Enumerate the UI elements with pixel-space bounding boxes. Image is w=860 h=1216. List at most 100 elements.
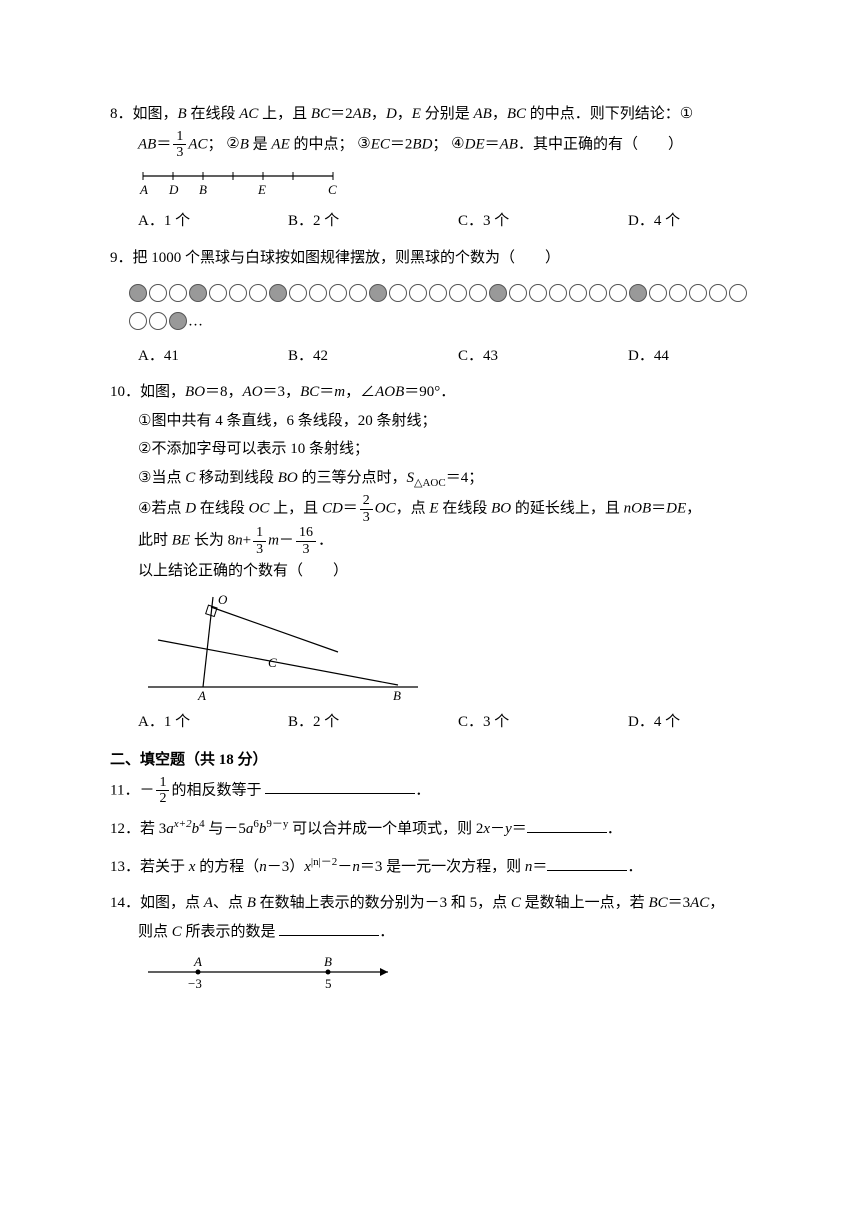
white-ball-icon [249, 284, 267, 302]
q10-opt-a: A．1 个 [138, 708, 288, 737]
q9-diagram: … [128, 278, 750, 335]
q8-opt-c: C．3 个 [458, 207, 628, 236]
white-ball-icon [389, 284, 407, 302]
fraction: 12 [156, 775, 169, 807]
q8-opt-a: A．1 个 [138, 207, 288, 236]
white-ball-icon [589, 284, 607, 302]
q10-s3: ③当点 C 移动到线段 BO 的三等分点时，S△AOC＝4； [138, 464, 750, 494]
black-ball-icon [169, 312, 187, 330]
white-ball-icon [329, 284, 347, 302]
q10-s5: 此时 BE 长为 8n+13m－163． [138, 525, 750, 557]
q10-s2: ②不添加字母可以表示 10 条射线； [138, 435, 750, 464]
svg-text:C: C [268, 655, 277, 670]
q9-opt-c: C．43 [458, 342, 628, 371]
q10-options: A．1 个 B．2 个 C．3 个 D．4 个 [138, 708, 750, 737]
q11-number: 11． [110, 782, 139, 798]
ellipsis: … [188, 313, 203, 329]
black-ball-icon [489, 284, 507, 302]
section-2-title: 二、填空题（共 18 分） [110, 746, 750, 775]
blank [527, 817, 607, 833]
white-ball-icon [549, 284, 567, 302]
white-ball-icon [469, 284, 487, 302]
white-ball-icon [229, 284, 247, 302]
svg-text:B: B [324, 954, 332, 969]
q14-line2: 则点 C 所表示的数是 ． [138, 918, 750, 947]
svg-text:A: A [197, 688, 206, 702]
q8-diagram: A D B E C [138, 166, 750, 201]
svg-text:C: C [328, 182, 337, 197]
q13-number: 13． [110, 859, 140, 875]
black-ball-icon [629, 284, 647, 302]
q10-s1: ①图中共有 4 条直线，6 条线段，20 条射线； [138, 407, 750, 436]
fraction: 13 [253, 525, 266, 557]
white-ball-icon [669, 284, 687, 302]
q14-number: 14． [110, 895, 140, 911]
q10-opt-b: B．2 个 [288, 708, 458, 737]
q9-number: 9． [110, 250, 133, 266]
q14-diagram: A B −3 5 [138, 952, 750, 1002]
white-ball-icon [129, 312, 147, 330]
fraction: 163 [296, 525, 316, 557]
question-9: 9．把 1000 个黑球与白球按如图规律摆放，则黑球的个数为（ ） … A．41… [110, 244, 750, 370]
white-ball-icon [609, 284, 627, 302]
white-ball-icon [289, 284, 307, 302]
question-12: 12．若 3ax+2b4 与－5a6b9－y 可以合并成一个单项式，则 2x－y… [110, 814, 750, 844]
white-ball-icon [529, 284, 547, 302]
blank [547, 855, 627, 871]
black-ball-icon [189, 284, 207, 302]
q9-options: A．41 B．42 C．43 D．44 [138, 342, 750, 371]
white-ball-icon [729, 284, 747, 302]
question-10: 10．如图，BO＝8，AO＝3，BC＝m，∠AOB＝90°． ①图中共有 4 条… [110, 378, 750, 736]
white-ball-icon [149, 312, 167, 330]
white-ball-icon [349, 284, 367, 302]
white-ball-icon [209, 284, 227, 302]
svg-text:5: 5 [325, 976, 332, 991]
q10-conclusion: 以上结论正确的个数有（ ） [138, 557, 750, 586]
question-11: 11．－12的相反数等于 ． [110, 775, 750, 807]
white-ball-icon [429, 284, 447, 302]
white-ball-icon [149, 284, 167, 302]
q10-s4: ④若点 D 在线段 OC 上，且 CD＝23OC，点 E 在线段 BO 的延长线… [138, 493, 750, 525]
white-ball-icon [449, 284, 467, 302]
svg-text:B: B [393, 688, 401, 702]
white-ball-icon [409, 284, 427, 302]
black-ball-icon [129, 284, 147, 302]
question-14: 14．如图，点 A、点 B 在数轴上表示的数分别为－3 和 5，点 C 是数轴上… [110, 889, 750, 1002]
q8-number: 8． [110, 106, 133, 122]
blank [265, 778, 415, 794]
q8-opt-b: B．2 个 [288, 207, 458, 236]
white-ball-icon [169, 284, 187, 302]
svg-text:B: B [199, 182, 207, 197]
q9-text: 把 1000 个黑球与白球按如图规律摆放，则黑球的个数为（ ） [133, 250, 561, 266]
black-ball-icon [269, 284, 287, 302]
svg-text:A: A [139, 182, 148, 197]
q9-opt-b: B．42 [288, 342, 458, 371]
svg-text:A: A [193, 954, 202, 969]
white-ball-icon [649, 284, 667, 302]
q10-opt-c: C．3 个 [458, 708, 628, 737]
black-ball-icon [369, 284, 387, 302]
white-ball-icon [689, 284, 707, 302]
svg-text:D: D [168, 182, 179, 197]
q10-opt-d: D．4 个 [628, 708, 680, 737]
q10-number: 10． [110, 384, 140, 400]
fraction: 23 [360, 493, 373, 525]
svg-text:E: E [257, 182, 266, 197]
q8-line2: AB＝13AC； ②B 是 AE 的中点； ③EC＝2BD； ④DE＝AB．其中… [138, 129, 750, 161]
question-8: 8．如图，B 在线段 AC 上，且 BC＝2AB，D，E 分别是 AB，BC 的… [110, 100, 750, 236]
q8-options: A．1 个 B．2 个 C．3 个 D．4 个 [138, 207, 750, 236]
white-ball-icon [509, 284, 527, 302]
svg-text:−3: −3 [188, 976, 202, 991]
blank [279, 920, 379, 936]
white-ball-icon [569, 284, 587, 302]
q10-text: 如图，BO＝8，AO＝3，BC＝m，∠AOB＝90°． [140, 384, 455, 400]
q10-diagram: O C A B [138, 592, 750, 702]
q8-opt-d: D．4 个 [628, 207, 680, 236]
question-13: 13．若关于 x 的方程（n－3）x|n|－2－n＝3 是一元一次方程，则 n＝… [110, 852, 750, 882]
fraction: 13 [173, 129, 186, 161]
white-ball-icon [309, 284, 327, 302]
white-ball-icon [709, 284, 727, 302]
q9-opt-a: A．41 [138, 342, 288, 371]
svg-text:O: O [218, 592, 228, 607]
q12-number: 12． [110, 821, 140, 837]
